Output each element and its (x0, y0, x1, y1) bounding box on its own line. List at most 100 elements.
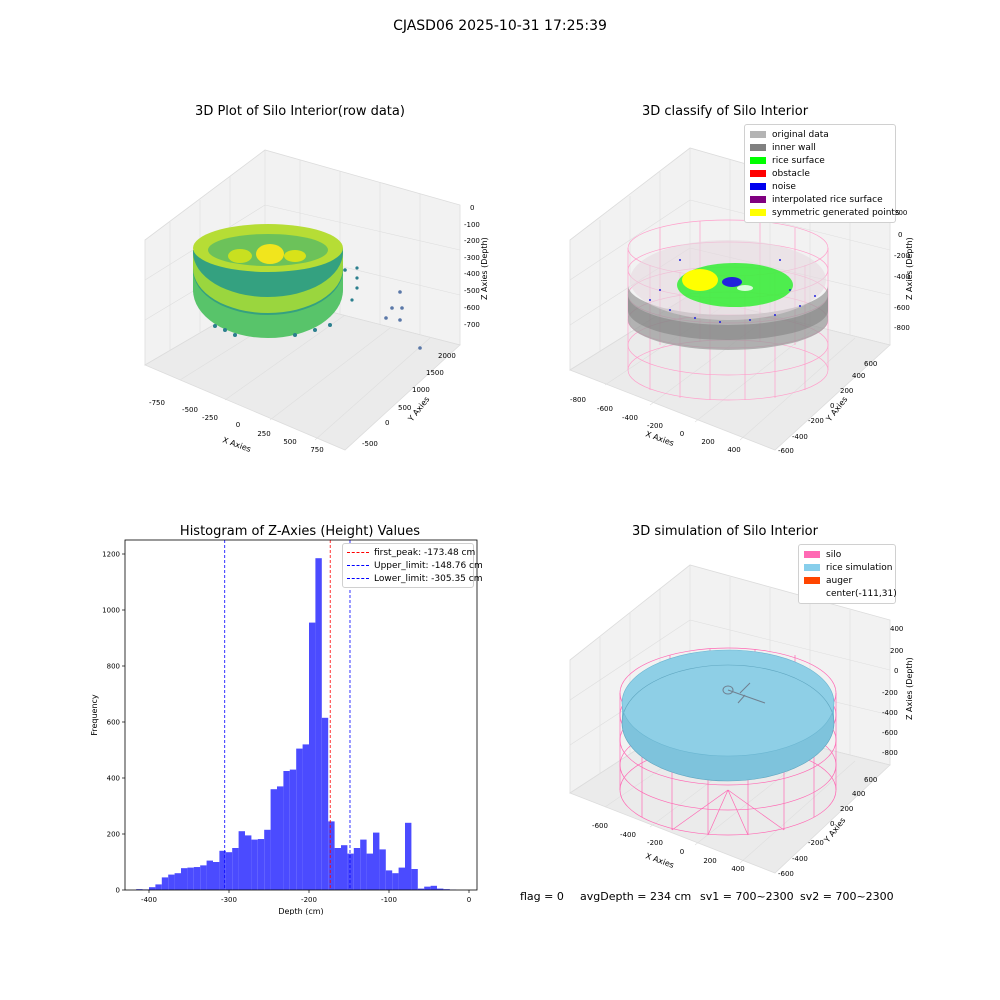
classify-xtick-0: -800 (570, 396, 586, 404)
histogram-bar (405, 822, 412, 890)
histogram-bar (430, 885, 437, 890)
classify-ztick-2: -200 (894, 252, 910, 260)
raw-xtick-3: 0 (236, 421, 240, 429)
classify-ytick-3: 0 (830, 402, 834, 410)
classify-ztick-3: -400 (894, 273, 910, 281)
legend-label: Lower_limit: -305.35 cm (374, 573, 483, 584)
histogram-bar (136, 889, 143, 890)
histogram-ytick-label: 1000 (102, 607, 120, 615)
histogram-ytick-label: 800 (107, 663, 120, 671)
legend-label: symmetric generated points (772, 207, 900, 218)
histogram-ylabel: Frequency (90, 694, 99, 736)
histogram-bar (398, 867, 405, 890)
raw-ztick-2: -200 (464, 237, 480, 245)
histogram-bar (168, 874, 175, 890)
histogram-bar (181, 868, 188, 890)
raw-ztick-3: -300 (464, 254, 480, 262)
simulation-ytick-2: -200 (808, 839, 824, 847)
simulation-ztick-6: -800 (882, 749, 898, 757)
histogram-bar (245, 835, 252, 890)
histogram-bar (289, 769, 297, 890)
simulation-xtick-5: 400 (731, 865, 744, 873)
swatch-rice-simulation (804, 564, 820, 571)
histogram-bar (347, 853, 354, 890)
histogram-bar (219, 850, 226, 890)
simulation-ytick-1: -400 (792, 855, 808, 863)
histogram-bar (411, 869, 418, 890)
simulation-ztick-0: 400 (890, 625, 903, 633)
simulation-ytick-4: 200 (840, 805, 853, 813)
raw-xtick-5: 500 (283, 438, 296, 446)
raw-ytick-4: 1500 (426, 369, 444, 377)
raw-ztick-1: -100 (464, 221, 480, 229)
legend-item-inner-wall: inner wall (750, 141, 890, 154)
histogram-xlabel: Depth (cm) (278, 907, 323, 915)
histogram-xtick-label: -400 (141, 896, 157, 904)
classify-plot-title: 3D classify of Silo Interior (641, 104, 809, 119)
histogram-bar (225, 852, 233, 890)
histogram-frame (124, 539, 478, 891)
legend-label: first_peak: -173.48 cm (374, 547, 476, 558)
raw-ytick-3: 1000 (412, 386, 430, 394)
legend-label: obstacle (772, 168, 810, 179)
histogram-ytick-label: 0 (116, 887, 120, 895)
histogram-bar (353, 848, 361, 890)
legend-label: auger (826, 575, 853, 586)
histogram-ytick-label: 600 (107, 719, 120, 727)
line-upper-limit (347, 565, 369, 566)
raw-ytick-0: -500 (362, 440, 378, 448)
histogram-bar (193, 867, 201, 890)
histogram-bar (232, 848, 239, 890)
legend-label: Upper_limit: -148.76 cm (374, 560, 483, 571)
histogram-bar (206, 860, 213, 890)
histogram-ytick-label: 400 (107, 775, 120, 783)
histogram-bar (366, 853, 373, 890)
histogram-bar (315, 558, 322, 890)
legend-item-original-data: original data (750, 128, 890, 141)
simulation-ytick-6: 600 (864, 776, 877, 784)
classify-ytick-4: 200 (840, 387, 853, 395)
legend-label: silo (826, 549, 842, 560)
raw-xtick-6: 750 (310, 446, 323, 454)
classify-xlabel: X Axies (644, 429, 675, 448)
histogram-bar (283, 771, 290, 890)
sv1-text: sv1 = 700~2300 (700, 890, 794, 903)
histogram-bar (277, 786, 284, 890)
histogram-bar (341, 845, 348, 890)
swatch-center (804, 590, 820, 597)
raw-plot-title: 3D Plot of Silo Interior(row data) (195, 104, 405, 119)
legend-item-upper-limit: Upper_limit: -148.76 cm (347, 559, 483, 572)
legend-label: rice surface (772, 155, 825, 166)
classify-xtick-6: 400 (727, 446, 740, 454)
histogram-bar (238, 831, 245, 890)
simulation-ytick-5: 400 (852, 790, 865, 798)
legend-item-first-peak: first_peak: -173.48 cm (347, 546, 475, 559)
classify-ytick-6: 600 (864, 360, 877, 368)
histogram-ytick-label: 200 (107, 831, 120, 839)
histogram-xtick-label: -100 (381, 896, 397, 904)
histogram-bar (360, 839, 367, 890)
histogram-bar (264, 829, 271, 890)
classify-ytick-0: -600 (778, 447, 794, 455)
simulation-ztick-3: -200 (882, 689, 898, 697)
legend-item-lower-limit: Lower_limit: -305.35 cm (347, 572, 482, 585)
line-first-peak (347, 552, 369, 553)
raw-point-cloud (193, 224, 422, 350)
simulation-ztick-1: 200 (890, 647, 903, 655)
legend-label: rice simulation (826, 562, 893, 573)
histogram-ytick-label: 1200 (102, 551, 120, 559)
raw-ztick-0: 0 (470, 204, 474, 212)
raw-xlabel: X Axies (221, 435, 252, 454)
raw-ztick-7: -700 (464, 321, 480, 329)
legend-item-interpolated: interpolated rice surface (750, 193, 890, 206)
simulation-auger (722, 682, 766, 704)
legend-label: original data (772, 129, 829, 140)
raw-3d-plot: -750 -500 -250 0 250 500 750 -500 0 500 … (144, 149, 489, 454)
legend-item-rice-surface: rice surface (750, 154, 890, 167)
raw-xtick-4: 250 (257, 430, 270, 438)
simulation-xlabel: X Axies (644, 851, 675, 870)
histogram-chart: -400 -300 -200 -100 0 0 200 400 600 800 1000 1200 De… (90, 539, 478, 915)
histogram-bar (270, 789, 277, 890)
classify-ytick-1: -400 (792, 433, 808, 441)
classify-ytick-5: 400 (852, 372, 865, 380)
